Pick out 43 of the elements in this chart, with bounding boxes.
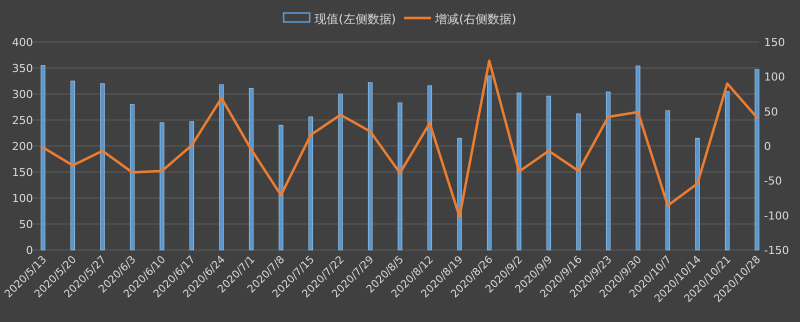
bar [368, 82, 373, 250]
y2-tick-label: 100 [764, 70, 785, 84]
bar [546, 96, 552, 250]
y-tick-label: 100 [12, 192, 33, 205]
y-tick-label: 150 [12, 166, 33, 179]
y2-tick-label: -150 [764, 244, 789, 257]
bar [70, 80, 76, 250]
bar [248, 88, 254, 250]
bar [457, 138, 462, 250]
y2-tick-label: -100 [764, 209, 789, 222]
y-tick-label: 400 [12, 36, 33, 49]
bar [695, 138, 700, 250]
bar [338, 94, 343, 250]
y-tick-label: 350 [12, 62, 33, 75]
bar [308, 116, 314, 250]
legend-label: 现值(左侧数据) [314, 12, 396, 26]
bar [40, 65, 46, 250]
bar [724, 91, 730, 250]
bar [100, 83, 105, 250]
y2-tick-label: 150 [764, 36, 785, 49]
y-tick-label: 50 [19, 218, 33, 231]
bar [486, 76, 492, 250]
y-tick-label: 300 [12, 88, 33, 101]
bar [398, 102, 402, 250]
bar [219, 84, 224, 250]
bar [665, 110, 670, 250]
bar [754, 69, 760, 250]
bar [189, 121, 194, 250]
bar [278, 124, 284, 250]
y2-tick-label: -50 [764, 174, 782, 188]
bar [160, 122, 164, 250]
y2-tick-label: 50 [764, 105, 778, 118]
bar [636, 66, 640, 250]
bar [516, 92, 522, 250]
bar [130, 104, 135, 250]
bar [576, 113, 581, 250]
y-tick-label: 250 [12, 114, 33, 127]
bar [427, 85, 432, 250]
y2-tick-label: 0 [764, 140, 771, 153]
y-tick-label: 0 [26, 244, 33, 257]
y-tick-label: 200 [12, 140, 33, 153]
legend-label: 增减(右侧数据) [434, 12, 516, 26]
bar [606, 92, 611, 250]
